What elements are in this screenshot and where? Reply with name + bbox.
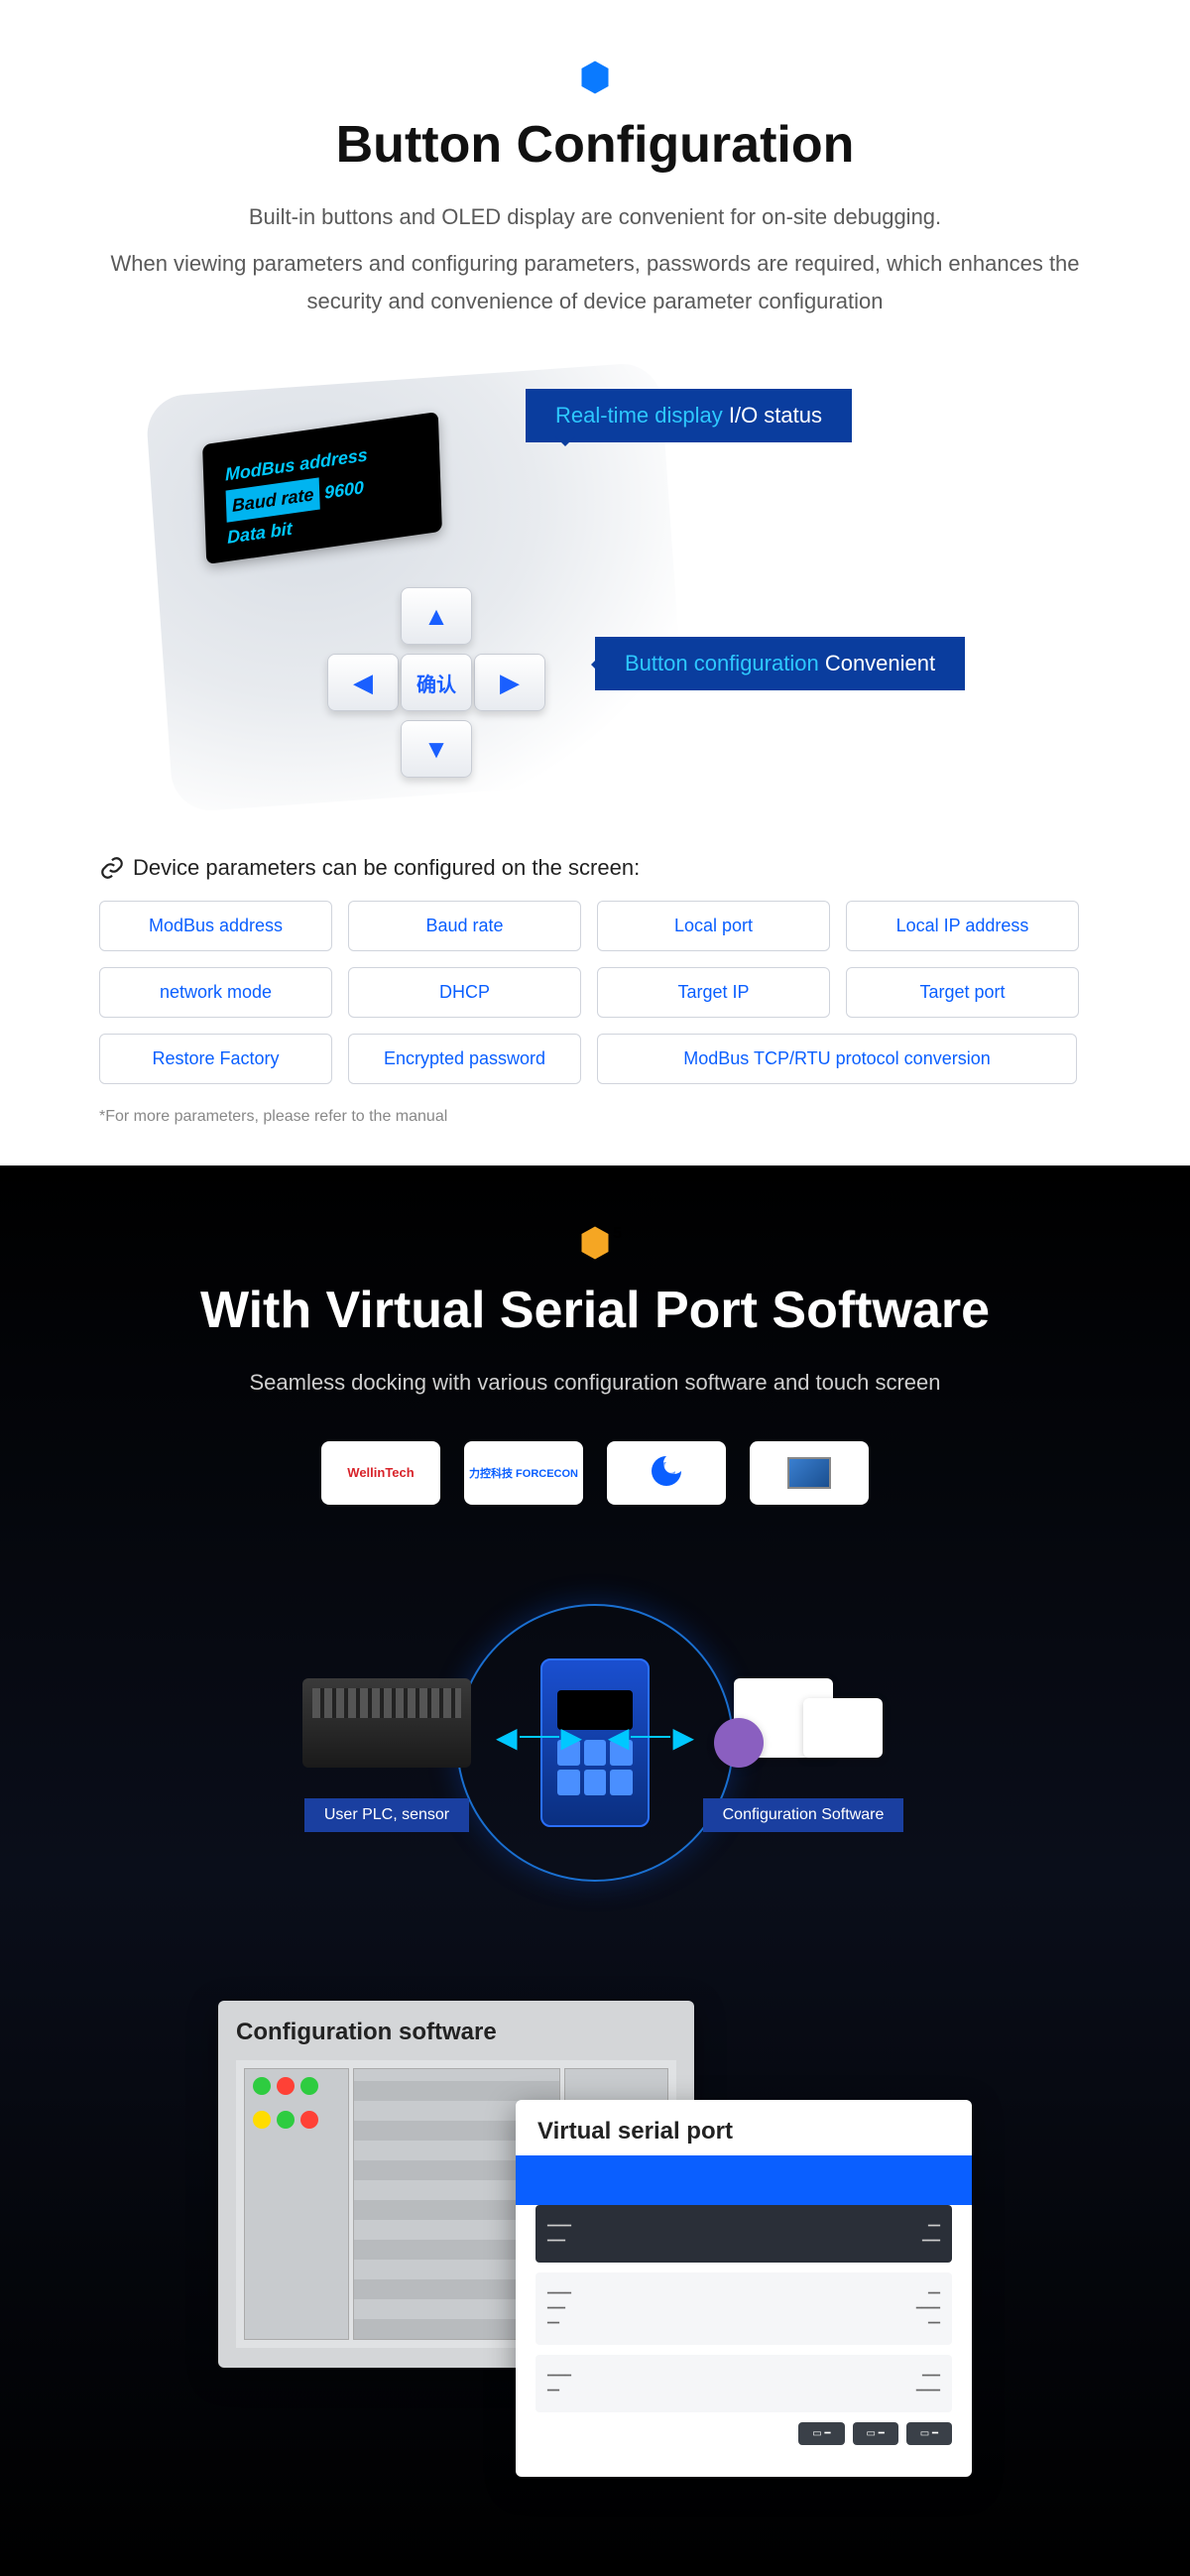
plc-icon xyxy=(302,1678,471,1768)
section-5-subtitle: Seamless docking with various configurat… xyxy=(99,1364,1091,1401)
section-4-subtitle-2: When viewing parameters and configuring … xyxy=(99,245,1091,319)
arrow-right-icon: ◀▶ xyxy=(608,1721,694,1754)
param-chip: Encrypted password xyxy=(348,1034,581,1084)
connection-diagram: User PLC, sensor Configuration Software … xyxy=(99,1564,1091,1921)
dpad-right-button[interactable]: ▶ xyxy=(474,654,545,711)
logo-swirl xyxy=(607,1441,726,1505)
logo-screen xyxy=(750,1441,869,1505)
param-chip: Local IP address xyxy=(846,901,1079,951)
param-chip: network mode xyxy=(99,967,332,1018)
arrow-up-icon: ▲ xyxy=(423,601,449,632)
dpad-left-button[interactable]: ◀ xyxy=(327,654,399,711)
section-5-title: With Virtual Serial Port Software xyxy=(99,1281,1091,1340)
param-chip: Local port xyxy=(597,901,830,951)
param-chip: Target IP xyxy=(597,967,830,1018)
section-5-badge: 5 xyxy=(577,1225,613,1281)
logo-row: WellinTech 力控科技 FORCECON xyxy=(99,1441,1091,1505)
link-icon xyxy=(99,855,125,881)
param-chip: ModBus TCP/RTU protocol conversion xyxy=(597,1034,1077,1084)
logo-wellintech: WellinTech xyxy=(321,1441,440,1505)
section-button-config: 4 Button Configuration Built-in buttons … xyxy=(0,0,1190,1165)
arrow-down-icon: ▼ xyxy=(423,734,449,765)
param-grid: ModBus address Baud rate Local port Loca… xyxy=(99,901,1091,1084)
device-illustration: ModBus address Baud rate 9600 Data bit ▲… xyxy=(99,359,1091,825)
screenshot-virtual-serial: Virtual serial port ━━━━━━━━━━━━ ━━━━━━━… xyxy=(516,2100,972,2477)
callout-realtime: Real-time display I/O status xyxy=(526,389,852,442)
param-chip: ModBus address xyxy=(99,901,332,951)
dpad: ▲ ▼ ◀ ▶ 确认 xyxy=(327,587,545,786)
mini-button[interactable]: ▭ ━ xyxy=(798,2422,844,2445)
dpad-down-button[interactable]: ▼ xyxy=(401,720,472,778)
section-virtual-serial: 5 With Virtual Serial Port Software Seam… xyxy=(0,1165,1190,2575)
arrow-left-icon: ◀▶ xyxy=(496,1721,582,1754)
section-4-title: Button Configuration xyxy=(99,115,1091,175)
arrow-right-icon: ▶ xyxy=(500,668,520,698)
node-software: Configuration Software xyxy=(694,1663,912,1832)
param-header: Device parameters can be configured on t… xyxy=(99,855,1091,881)
screenshots: Configuration software Virtual serial po… xyxy=(218,2001,972,2497)
mini-button[interactable]: ▭ ━ xyxy=(853,2422,898,2445)
callout-button-config: Button configuration Convenient xyxy=(595,637,965,690)
logo-forcecon: 力控科技 FORCECON xyxy=(464,1441,583,1505)
param-chip: Target port xyxy=(846,967,1079,1018)
param-chip: Baud rate xyxy=(348,901,581,951)
dpad-up-button[interactable]: ▲ xyxy=(401,587,472,645)
mini-button[interactable]: ▭ ━ xyxy=(906,2422,952,2445)
param-chip: Restore Factory xyxy=(99,1034,332,1084)
software-icon xyxy=(714,1668,892,1778)
param-note: *For more parameters, please refer to th… xyxy=(99,1108,1091,1126)
section-4-subtitle-1: Built-in buttons and OLED display are co… xyxy=(99,198,1091,235)
param-chip: DHCP xyxy=(348,967,581,1018)
dpad-confirm-button[interactable]: 确认 xyxy=(401,654,472,711)
section-4-badge: 4 xyxy=(577,60,613,115)
node-plc: User PLC, sensor xyxy=(288,1663,486,1832)
arrow-left-icon: ◀ xyxy=(353,668,373,698)
